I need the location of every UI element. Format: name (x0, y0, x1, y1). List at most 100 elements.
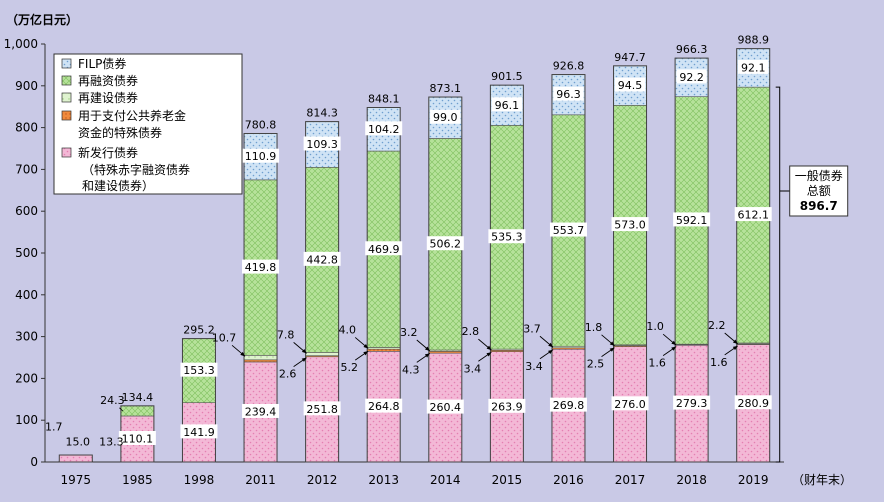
y-tick-label: 300 (15, 330, 38, 344)
arrow-head (424, 353, 430, 358)
data-label-box (430, 109, 461, 124)
data-label-box (488, 398, 526, 413)
data-label-box (611, 396, 649, 411)
arrow-head (671, 340, 677, 346)
x-tick-label: 2011 (245, 473, 276, 487)
data-label: 110.9 (245, 150, 277, 163)
data-label: 153.3 (183, 364, 215, 377)
arrow-head (671, 346, 677, 351)
total-label: 134.4 (122, 391, 154, 404)
x-tick-label: 2014 (430, 473, 461, 487)
data-label: 535.3 (491, 231, 523, 244)
legend-label: FILP债券 (78, 56, 126, 71)
y-tick-label: 900 (15, 79, 38, 93)
data-label-box (180, 424, 218, 439)
data-label-box (549, 397, 587, 412)
data-label-box (365, 121, 403, 136)
arrow-head (486, 345, 492, 351)
data-label-box (242, 148, 280, 163)
data-label: 96.1 (495, 99, 520, 112)
arrow-head (609, 341, 615, 346)
x-tick-label: 1975 (61, 473, 92, 487)
data-label: 442.8 (306, 253, 338, 266)
data-label: 419.8 (245, 261, 277, 274)
data-label: 15.0 (66, 435, 91, 448)
data-label-box (426, 399, 464, 414)
data-label: 573.0 (614, 219, 646, 232)
data-label-box (611, 217, 649, 232)
x-tick-label: 2017 (615, 473, 646, 487)
legend-box (53, 53, 243, 195)
y-tick-label: 200 (15, 371, 38, 385)
arrow-head (425, 346, 430, 352)
y-tick-label: 500 (15, 246, 38, 260)
legend-note: 和建设债券） (82, 178, 154, 193)
total-label: 947.7 (614, 51, 646, 64)
data-label: 2.6 (279, 368, 297, 381)
data-label: 269.8 (553, 399, 585, 412)
y-tick-label: 400 (15, 288, 38, 302)
data-label-box (673, 395, 711, 410)
callout-box (789, 165, 849, 217)
legend-label: 再建设债券 (78, 90, 138, 105)
x-tick-label: 2016 (553, 473, 584, 487)
legend-swatch (61, 110, 72, 121)
x-tick-label: 1985 (122, 473, 153, 487)
data-label: 2.2 (708, 319, 726, 332)
arrow-head (240, 351, 246, 357)
legend-swatch (61, 75, 72, 86)
bar-outline (428, 96, 463, 463)
bar-outline (181, 338, 216, 463)
data-label-box (614, 77, 646, 92)
data-label-box (303, 401, 341, 416)
x-tick-label: 2018 (676, 473, 707, 487)
data-label: 110.1 (122, 432, 154, 445)
bar-segment (305, 352, 339, 356)
data-label: 4.3 (402, 363, 420, 376)
x-tick-label: 2019 (738, 473, 769, 487)
data-label: 276.0 (614, 398, 646, 411)
bar-segment (243, 355, 278, 361)
data-label-box (734, 207, 772, 222)
arrow-head (301, 357, 307, 362)
arrow-head (548, 349, 553, 355)
data-label: 264.8 (368, 400, 400, 413)
data-label: 7.8 (277, 328, 295, 341)
data-label: 13.3 (99, 435, 124, 448)
x-tick-label: 2012 (307, 473, 338, 487)
data-label-box (676, 69, 707, 84)
data-label-box (180, 362, 218, 377)
legend-label: 再融资债券 (78, 73, 138, 88)
data-label-box (673, 212, 711, 227)
legend-label: 用于支付公共养老金 (78, 108, 186, 123)
data-label-box (365, 241, 403, 256)
data-label: 104.2 (368, 123, 400, 136)
arrow-head (363, 344, 369, 349)
data-label-box (303, 136, 341, 151)
data-label-box (242, 259, 280, 274)
x-unit-label: （财年末） (792, 473, 852, 487)
callout-text: 总额 (807, 184, 831, 198)
total-label: 295.2 (183, 324, 215, 337)
y-unit-label: （万亿日元） (6, 12, 78, 27)
legend-swatch (61, 92, 72, 103)
data-label-box (365, 398, 403, 413)
data-label-box (303, 251, 341, 266)
arrow-head (301, 348, 307, 354)
data-label-box (426, 236, 464, 251)
data-label: 96.3 (556, 88, 581, 101)
data-label: 612.1 (737, 209, 769, 222)
total-label: 848.1 (368, 92, 400, 105)
x-tick-label: 2015 (492, 473, 523, 487)
data-label: 506.2 (430, 238, 462, 251)
total-label: 966.3 (676, 43, 708, 56)
data-label-box (242, 403, 280, 418)
arrow-head (548, 342, 553, 348)
arrow-head (732, 345, 738, 351)
data-label-box (738, 59, 769, 74)
data-label: 4.0 (338, 323, 356, 336)
bar-outline (551, 74, 586, 463)
data-label: 1.7 (45, 421, 63, 434)
y-tick-label: 700 (15, 162, 38, 176)
